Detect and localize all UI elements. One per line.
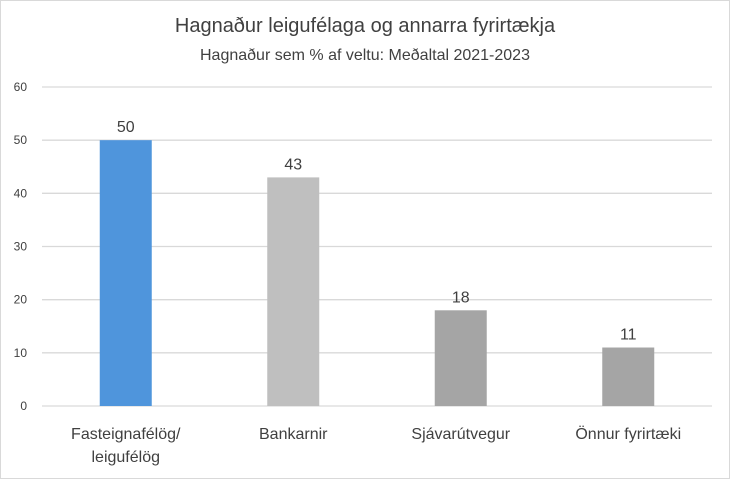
y-tick-label: 20 [14, 293, 28, 307]
data-label: 50 [117, 119, 135, 136]
x-tick-label: leigufélög [92, 449, 161, 466]
data-label: 43 [284, 156, 302, 173]
x-tick-label: Sjávarútvegur [411, 426, 510, 443]
y-tick-label: 30 [14, 240, 28, 254]
y-tick-label: 50 [14, 133, 28, 147]
chart-subtitle: Hagnaður sem % af veltu: Meðaltal 2021-2… [200, 47, 530, 64]
y-tick-label: 0 [20, 399, 27, 413]
bar [602, 347, 655, 406]
x-tick-label: Önnur fyrirtæki [575, 425, 681, 443]
bar [267, 177, 320, 406]
y-tick-label: 40 [14, 186, 28, 200]
bar [99, 140, 152, 406]
chart-title: Hagnaður leigufélaga og annarra fyrirtæk… [175, 15, 556, 37]
data-label: 11 [620, 327, 637, 344]
y-tick-label: 60 [14, 80, 28, 94]
bar [434, 310, 487, 406]
x-tick-label: Bankarnir [259, 426, 328, 443]
x-tick-label: Fasteignafélög/ [71, 426, 181, 443]
data-label: 18 [452, 289, 470, 306]
y-tick-label: 10 [14, 346, 28, 360]
